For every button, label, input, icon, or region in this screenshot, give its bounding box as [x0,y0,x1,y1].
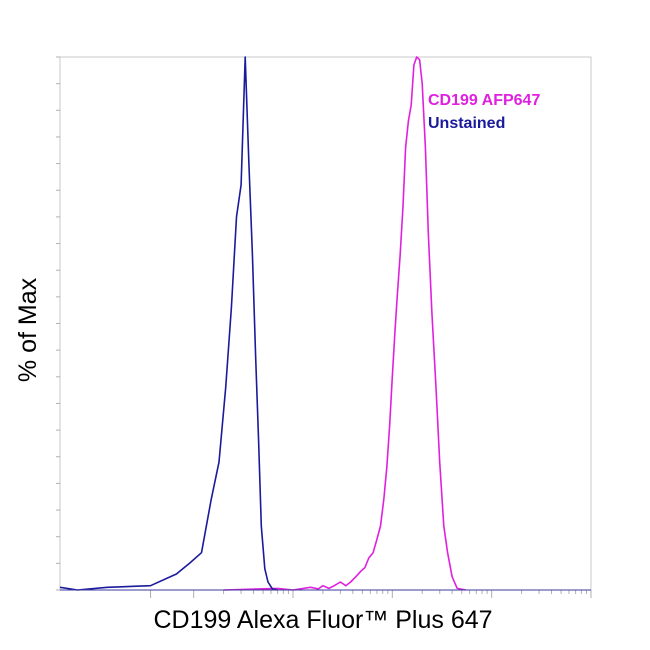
legend: CD199 AFP647 Unstained [428,92,540,132]
y-axis-label: % of Max [14,277,42,382]
series-line-unstained [59,56,278,591]
legend-entry-unstained: Unstained [428,115,505,132]
series-line-cd199-afp647 [223,56,467,591]
y-axis-ticks [56,56,60,591]
x-axis-ticks [150,590,592,598]
x-axis-label: CD199 Alexa Fluor™ Plus 647 [153,606,492,634]
legend-entry-cd199-afp647: CD199 AFP647 [428,92,540,109]
plot-frame [59,56,592,591]
series-group [59,56,467,591]
